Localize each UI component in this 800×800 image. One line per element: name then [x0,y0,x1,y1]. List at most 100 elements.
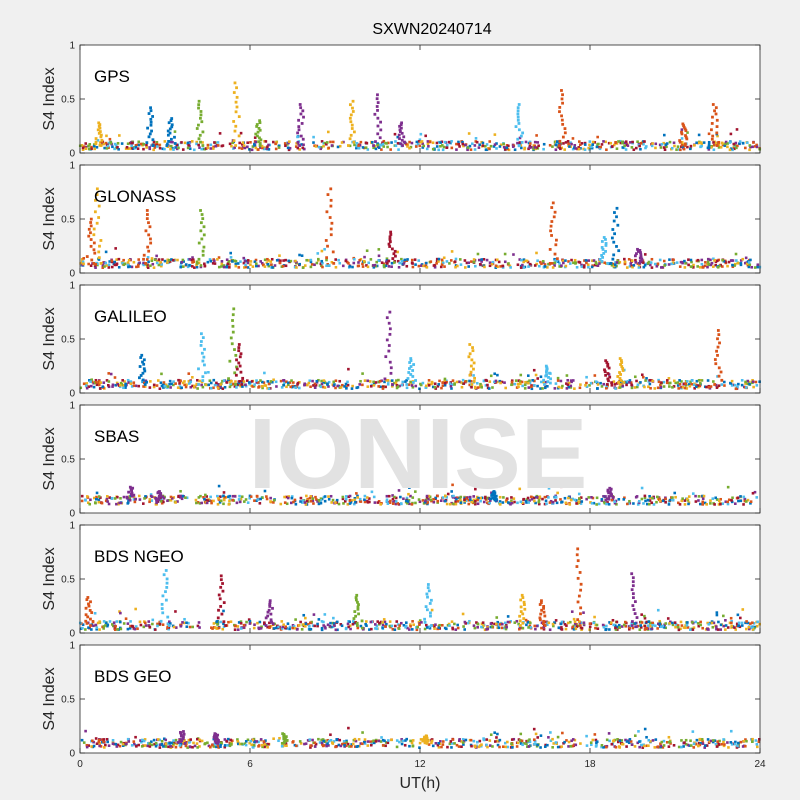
spike-point [633,254,637,258]
data-point [187,738,191,742]
data-point [352,620,355,623]
data-point [668,381,672,385]
data-point [748,382,751,386]
data-point [222,502,225,506]
data-point [81,148,85,152]
data-point [201,385,205,389]
data-point [603,261,606,265]
spike-point [329,204,333,208]
data-point [480,384,483,388]
data-point [533,383,536,387]
data-point [481,144,485,147]
data-point [241,141,245,145]
data-point [743,499,747,503]
data-point [668,385,671,388]
data-point [674,625,677,629]
data-point [174,382,177,385]
data-point [692,742,696,746]
data-point [636,741,640,745]
spike-point [169,137,173,141]
spike-point [203,347,206,351]
data-point [516,382,520,386]
data-point [686,621,689,624]
data-point [166,142,169,146]
data-point [569,386,573,389]
data-point [257,626,260,630]
data-point [323,386,327,389]
spike-point [127,490,131,494]
data-point [155,261,159,265]
data-point [667,745,671,748]
data-point [89,384,93,388]
data-point [672,385,676,388]
data-point [658,622,662,626]
data-point [563,740,566,744]
data-point [748,627,751,631]
data-point [383,739,386,743]
spike-point [517,128,521,132]
data-point [467,498,471,502]
data-point [300,143,303,146]
data-point [673,491,677,495]
spike-point [391,257,395,260]
data-point [315,498,318,501]
data-point [522,260,525,264]
data-point [546,743,549,747]
data-point [95,626,99,629]
data-point [534,501,537,505]
data-point [571,738,575,741]
data-point [243,146,247,150]
spike-point [329,198,333,202]
data-point [643,616,647,620]
data-point [536,384,539,388]
data-point [736,261,740,265]
data-point [384,741,388,744]
data-point [97,498,101,502]
spike-point [167,121,171,125]
data-point [593,141,597,144]
data-point [256,621,259,625]
data-point [533,740,537,743]
spike-point [604,244,608,247]
data-point [463,628,466,631]
data-point [398,261,401,265]
data-point [730,500,734,504]
data-point [630,259,634,263]
spike-point [376,124,380,128]
data-point [254,258,258,262]
spike-point [349,120,353,124]
spike-point [149,109,153,113]
data-point [602,625,606,629]
spike-point [347,144,350,147]
data-point [530,387,534,391]
data-point [148,498,152,501]
data-point [284,264,288,268]
spike-point [471,349,475,353]
data-point [746,379,750,383]
data-point [93,264,97,268]
data-point [504,500,508,503]
data-point [571,147,575,151]
data-point [636,503,640,506]
data-point [655,500,658,504]
data-point [423,627,427,631]
data-point [330,501,334,504]
data-point [366,148,370,151]
spike-point [349,113,353,117]
spike-point [408,367,411,370]
data-point [676,624,680,627]
data-point [290,385,294,389]
data-point [88,143,92,146]
data-point [167,259,171,262]
data-point [411,262,414,265]
data-point [295,266,298,269]
data-point [594,380,598,384]
data-point [470,385,473,389]
data-point [419,132,423,136]
data-point [303,501,307,504]
data-point [716,740,719,743]
data-point [134,625,138,628]
data-point [687,495,691,498]
data-point [589,743,593,747]
data-point [292,381,295,384]
